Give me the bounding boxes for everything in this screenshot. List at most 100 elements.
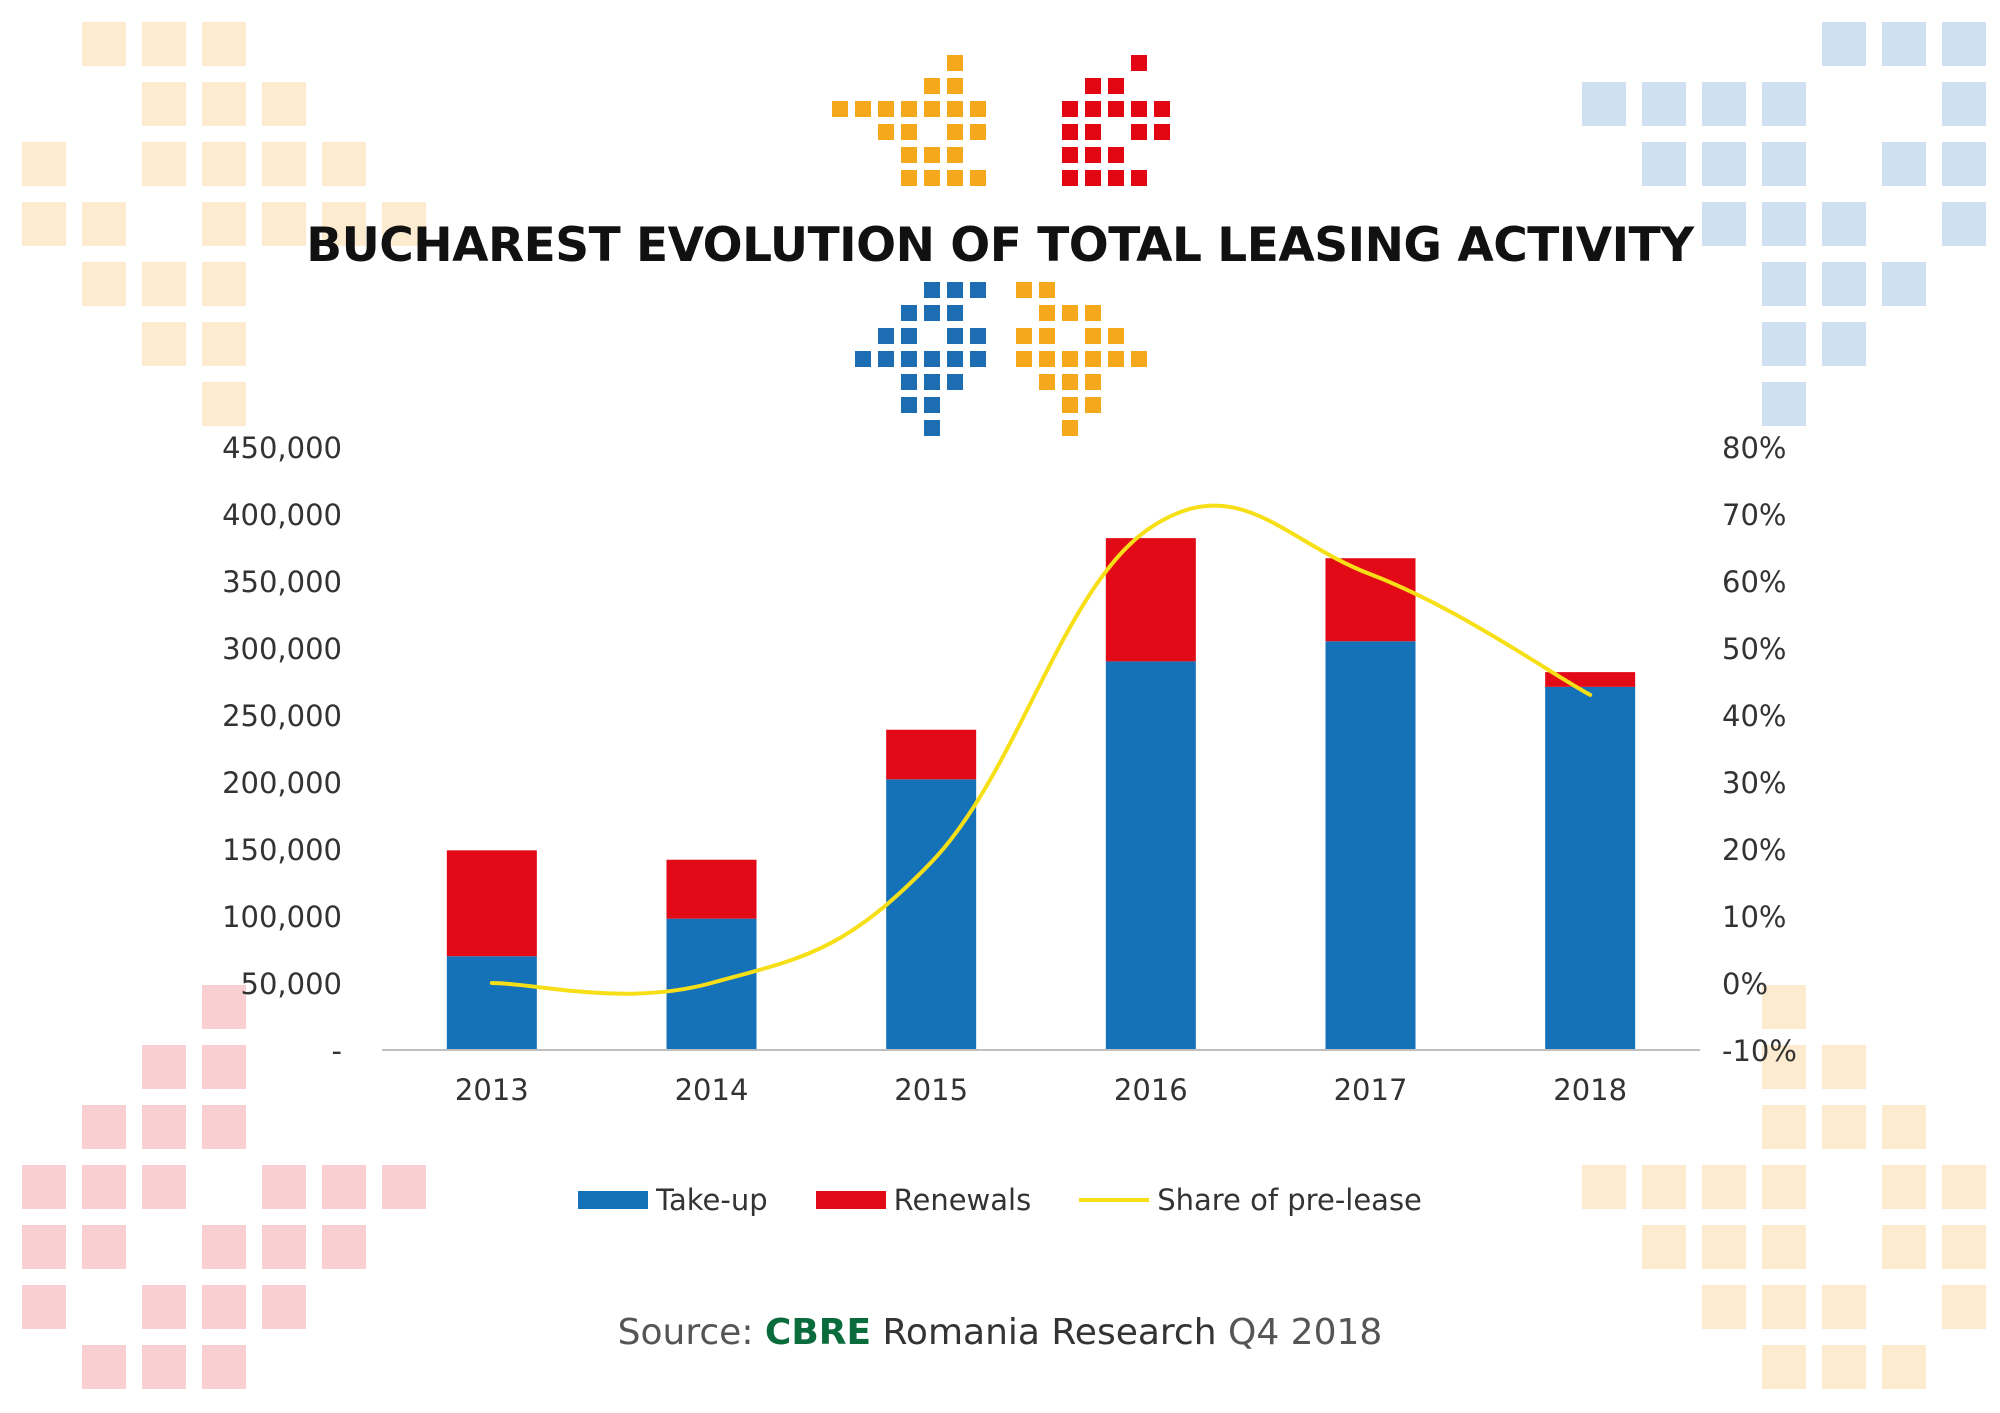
motif-square-orange: [855, 101, 871, 117]
motif-square-orange: [1085, 397, 1101, 413]
corner-square-red: [322, 1165, 366, 1209]
motif-square-orange: [947, 101, 963, 117]
corner-square-orange: [1822, 1045, 1866, 1089]
y-left-tick-label: 300,000: [222, 632, 342, 666]
legend-swatch-renewals: [815, 1191, 886, 1209]
corner-square-red: [22, 1225, 66, 1269]
corner-square-orange: [1882, 1105, 1926, 1149]
motif-square-orange: [1131, 351, 1147, 367]
legend-label-takeup: Take-up: [656, 1183, 768, 1217]
corner-square-orange: [142, 262, 186, 306]
corner-square-orange: [22, 142, 66, 186]
motif-square-orange: [1039, 374, 1055, 390]
corner-square-red: [202, 1225, 246, 1269]
bar-renewals: [446, 850, 537, 957]
source-prefix: Source:: [617, 1312, 754, 1353]
source-note: Source: CBRE Romania Research Q4 2018: [0, 1312, 2000, 1353]
bar-takeup: [1545, 686, 1636, 1050]
corner-square-orange: [1582, 1165, 1626, 1209]
corner-square-red: [82, 1105, 126, 1149]
corner-square-orange: [1882, 1225, 1926, 1269]
corner-square-blue: [1882, 22, 1926, 66]
corner-square-orange: [82, 202, 126, 246]
bar-takeup: [1325, 641, 1416, 1050]
corner-square-orange: [1702, 1285, 1746, 1329]
y-left-tick-label: 200,000: [222, 766, 342, 800]
motif-square-red: [1085, 147, 1101, 163]
corner-square-blue: [1702, 202, 1746, 246]
motif-square-blue: [901, 328, 917, 344]
motif-square-blue: [924, 397, 940, 413]
motif-square-blue: [878, 328, 894, 344]
motif-square-blue: [901, 397, 917, 413]
motif-square-red: [1108, 101, 1124, 117]
corner-square-blue: [1822, 262, 1866, 306]
corner-square-blue: [1942, 202, 1986, 246]
bar-takeup: [446, 956, 537, 1050]
motif-square-red: [1062, 101, 1078, 117]
corner-square-red: [262, 1285, 306, 1329]
corner-square-red: [82, 1225, 126, 1269]
bar-takeup: [1105, 661, 1196, 1050]
corner-square-blue: [1822, 202, 1866, 246]
y-left-tick-label: 150,000: [222, 833, 342, 867]
motif-square-red: [1085, 124, 1101, 140]
corner-square-orange: [1642, 1225, 1686, 1269]
corner-square-orange: [1942, 1225, 1986, 1269]
motif-square-orange: [1085, 305, 1101, 321]
corner-square-blue: [1642, 142, 1686, 186]
motif-square-orange: [947, 55, 963, 71]
y-right-tick-label: 50%: [1722, 632, 1786, 666]
legend-item-prelease: Share of pre-lease: [1079, 1183, 1422, 1217]
y-right-tick-label: 70%: [1722, 498, 1786, 532]
corner-square-orange: [1942, 1285, 1986, 1329]
corner-square-orange: [262, 202, 306, 246]
y-right-tick-label: 10%: [1722, 900, 1786, 934]
corner-square-red: [142, 1045, 186, 1089]
corner-square-orange: [1642, 1165, 1686, 1209]
motif-square-red: [1154, 101, 1170, 117]
motif-square-red: [1062, 170, 1078, 186]
motif-square-orange: [1016, 328, 1032, 344]
motif-square-orange: [901, 170, 917, 186]
corner-square-orange: [142, 22, 186, 66]
motif-square-orange: [947, 147, 963, 163]
motif-square-blue: [924, 305, 940, 321]
corner-square-blue: [1942, 82, 1986, 126]
corner-square-blue: [1882, 262, 1926, 306]
motif-square-red: [1085, 101, 1101, 117]
motif-square-orange: [1085, 328, 1101, 344]
corner-square-orange: [202, 82, 246, 126]
motif-square-orange: [1016, 282, 1032, 298]
cbre-logo-text: CBRE: [764, 1312, 872, 1353]
corner-square-red: [142, 1165, 186, 1209]
y-right-tick-label: 60%: [1722, 565, 1786, 599]
corner-square-blue: [1942, 142, 1986, 186]
corner-square-red: [202, 1345, 246, 1389]
corner-square-orange: [1822, 1105, 1866, 1149]
motif-square-blue: [901, 374, 917, 390]
motif-square-blue: [855, 351, 871, 367]
y-left-tick-label: 350,000: [222, 565, 342, 599]
motif-square-blue: [924, 420, 940, 436]
motif-square-blue: [924, 282, 940, 298]
corner-square-orange: [1762, 985, 1806, 1029]
corner-square-red: [202, 1285, 246, 1329]
corner-square-orange: [202, 142, 246, 186]
corner-square-orange: [142, 82, 186, 126]
bar-renewals: [1105, 538, 1196, 662]
corner-square-blue: [1582, 82, 1626, 126]
corner-square-blue: [1942, 22, 1986, 66]
corner-square-red: [142, 1345, 186, 1389]
corner-square-orange: [202, 22, 246, 66]
motif-square-blue: [924, 374, 940, 390]
y-left-tick-label: 450,000: [222, 431, 342, 465]
motif-square-blue: [947, 305, 963, 321]
corner-square-orange: [262, 142, 306, 186]
y-right-tick-label: 30%: [1722, 766, 1786, 800]
motif-square-orange: [924, 101, 940, 117]
legend-item-renewals: Renewals: [815, 1183, 1031, 1217]
y-left-tick-label: 50,000: [241, 967, 342, 1001]
corner-square-orange: [1702, 1165, 1746, 1209]
motif-square-red: [1085, 78, 1101, 94]
